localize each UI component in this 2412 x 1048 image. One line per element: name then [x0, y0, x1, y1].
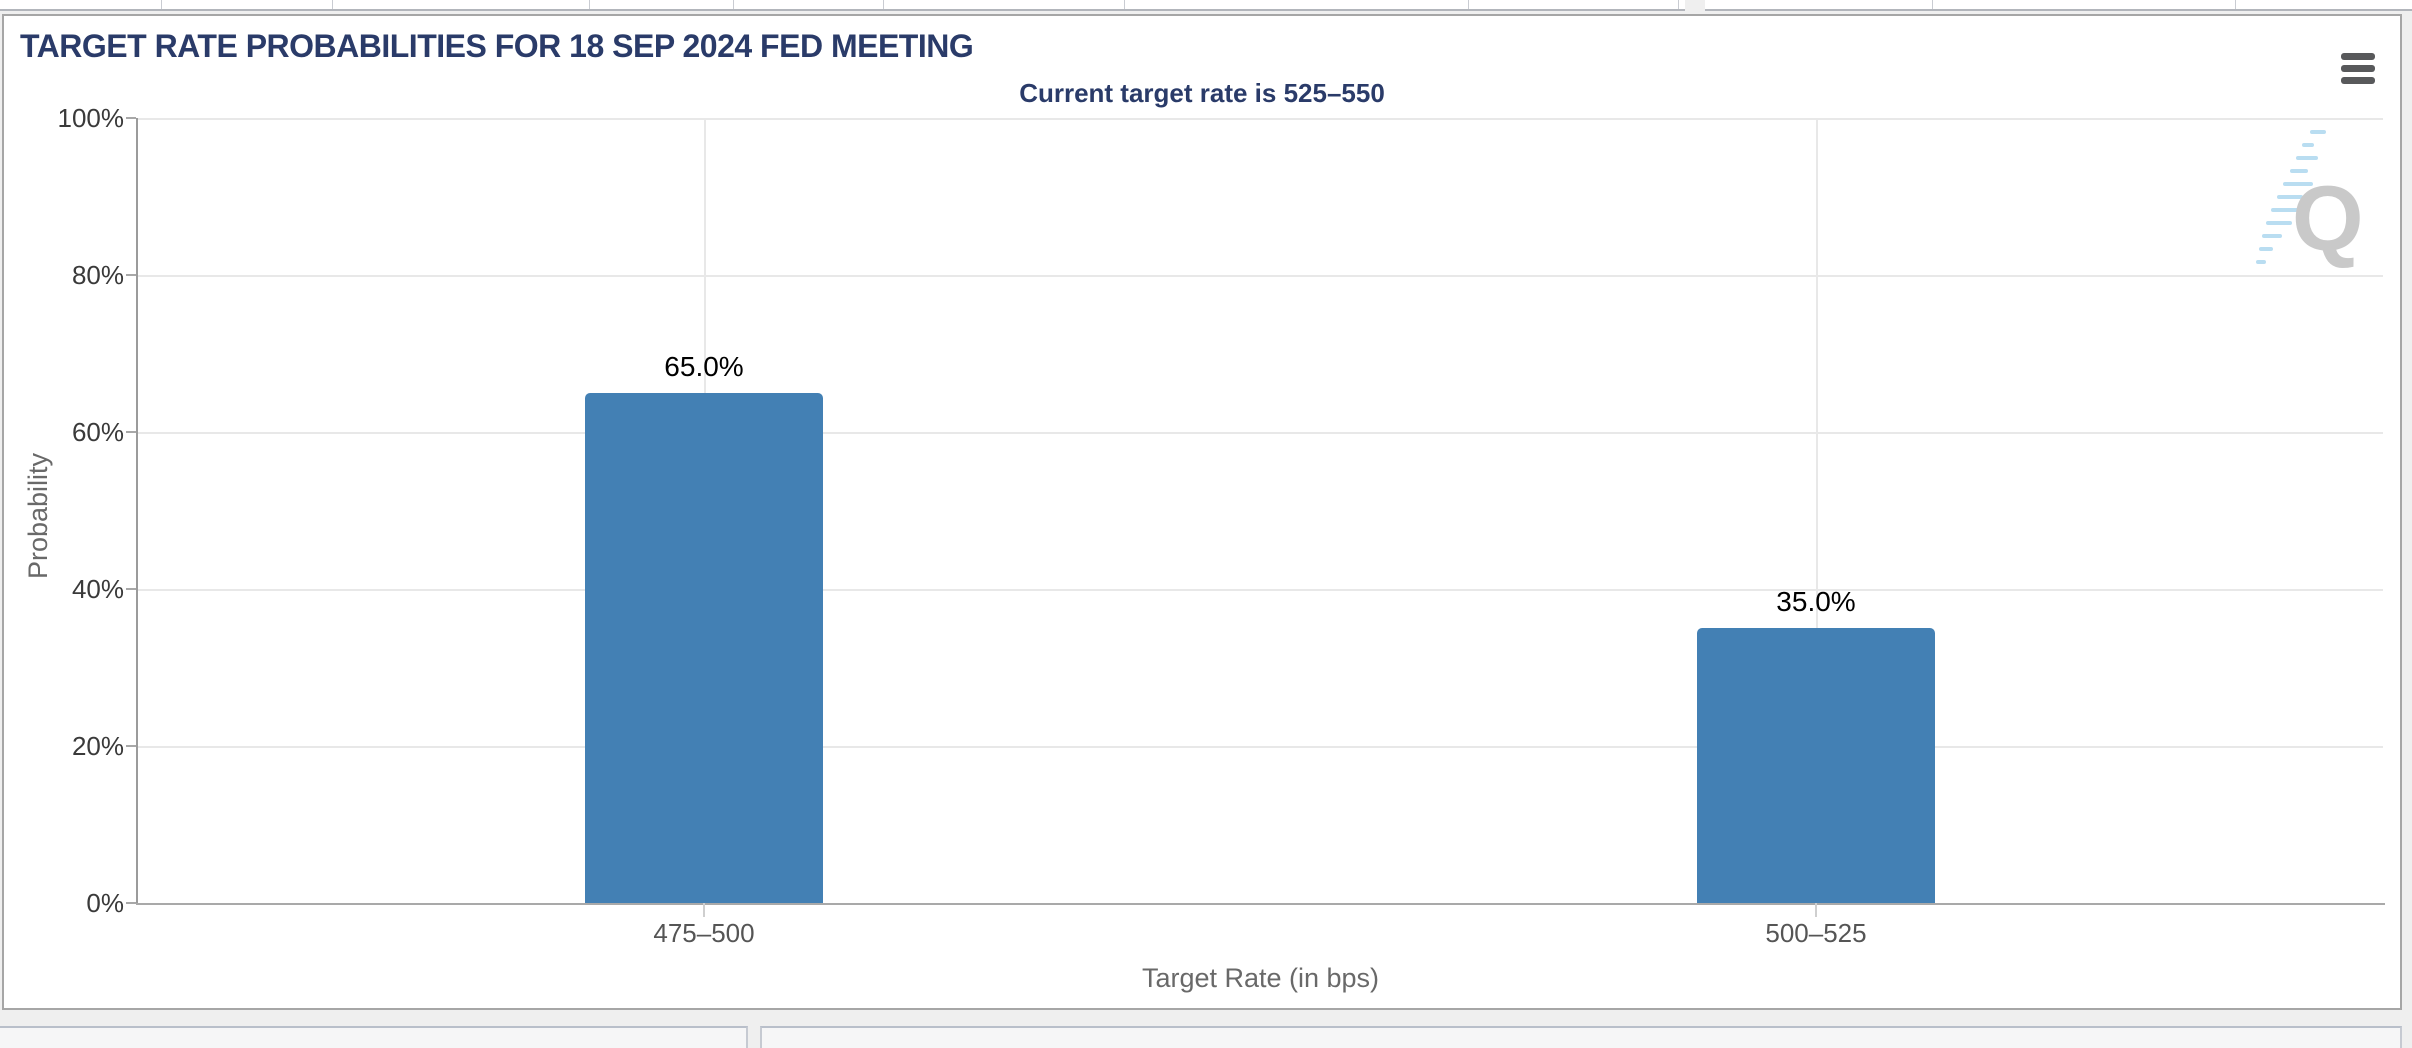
chart-title: TARGET RATE PROBABILITIES FOR 18 SEP 202… — [20, 28, 974, 64]
chart-subtitle: Current target rate is 525–550 — [1019, 78, 1385, 108]
y-tick-label: 100% — [57, 103, 125, 133]
x-category-label: 475–500 — [653, 918, 755, 948]
x-axis-line — [136, 903, 2385, 905]
gridline-cat-2 — [1816, 118, 1818, 903]
bar-500-525[interactable] — [1697, 628, 1935, 903]
y-axis-line — [136, 118, 138, 905]
gridline-60 — [138, 432, 2383, 434]
y-tick — [126, 431, 136, 433]
y-tick — [126, 588, 136, 590]
x-category-label: 500–525 — [1765, 918, 1867, 948]
chart-panel: TARGET RATE PROBABILITIES FOR 18 SEP 202… — [2, 14, 2402, 1010]
y-tick-label: 20% — [71, 731, 124, 761]
y-tick — [126, 745, 136, 747]
plot-area: 100% 80% 60% 40% 20% 0% 65.0% 35.0% 475–… — [23, 103, 2385, 993]
bar-value-label: 65.0% — [664, 351, 744, 382]
bar-value-label: 35.0% — [1776, 586, 1856, 617]
x-tick — [703, 903, 705, 917]
top-strip-divider — [1124, 0, 1125, 9]
y-tick — [126, 117, 136, 119]
bar-475-500[interactable] — [585, 393, 823, 903]
top-strip-divider — [161, 0, 162, 9]
top-strip-divider — [332, 0, 333, 9]
top-strip-divider — [883, 0, 884, 9]
hamburger-icon — [2341, 53, 2381, 84]
top-strip-divider — [1932, 0, 1933, 9]
x-tick — [1815, 903, 1817, 917]
y-tick-label: 40% — [71, 574, 124, 604]
gridline-40 — [138, 589, 2383, 591]
y-tick-label: 80% — [71, 260, 124, 290]
x-axis-title: Target Rate (in bps) — [1141, 963, 1380, 993]
q-watermark-letter: Q — [2292, 168, 2364, 270]
y-axis-title: Probability — [23, 452, 53, 580]
y-tick-label: 60% — [71, 417, 124, 447]
gridline-20 — [138, 746, 2383, 748]
y-tick — [126, 274, 136, 276]
quikstrike-watermark-logo: Q — [2256, 130, 2364, 270]
top-strip-gap — [1685, 0, 1705, 12]
watermark-speed-lines — [2256, 130, 2326, 264]
chart-menu-button[interactable] — [2341, 46, 2381, 96]
top-strip-divider — [1678, 0, 1679, 9]
top-strip-divider — [733, 0, 734, 9]
y-tick-label: 0% — [86, 888, 124, 918]
bottom-panel-left — [0, 1026, 748, 1048]
top-strip-divider — [1468, 0, 1469, 9]
gridline-100 — [138, 118, 2383, 120]
gridline-80 — [138, 275, 2383, 277]
top-strip-divider — [2235, 0, 2236, 9]
top-table-strip — [0, 0, 2412, 11]
bottom-panel-right — [760, 1026, 2402, 1048]
y-tick — [126, 902, 136, 904]
top-strip-divider — [589, 0, 590, 9]
